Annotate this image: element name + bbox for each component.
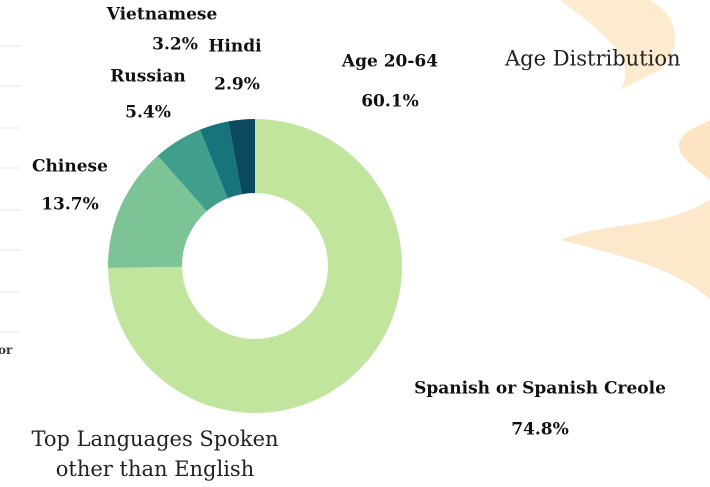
sidebar-lines xyxy=(0,46,20,332)
value-label: 13.7% xyxy=(41,195,99,215)
category-label: Hindi xyxy=(208,37,262,57)
category-label: Russian xyxy=(110,67,185,87)
category-label: Vietnamese xyxy=(106,5,218,25)
brush-shape xyxy=(679,120,710,180)
canvas: or Age Distribution Spanish or Spanish C… xyxy=(0,0,710,487)
value-label: 2.9% xyxy=(214,75,260,95)
value-label: 60.1% xyxy=(361,92,419,112)
chart-title: Age Distribution xyxy=(504,47,681,71)
category-label: Chinese xyxy=(32,157,108,177)
chart-marks xyxy=(108,0,551,413)
category-label: Age 20-64 xyxy=(341,52,438,72)
chart-title: Top Languages Spoken other than English xyxy=(20,424,290,484)
page: or Age Distribution Spanish or Spanish C… xyxy=(0,0,710,487)
brush-shape xyxy=(560,0,675,90)
value-label: 5.4% xyxy=(125,103,171,123)
cut-off-text: or xyxy=(0,343,13,357)
value-label: 74.8% xyxy=(511,420,569,440)
category-label: Spanish or Spanish Creole xyxy=(414,379,666,399)
brush-shape xyxy=(560,200,710,300)
value-label: 3.2% xyxy=(152,35,198,55)
